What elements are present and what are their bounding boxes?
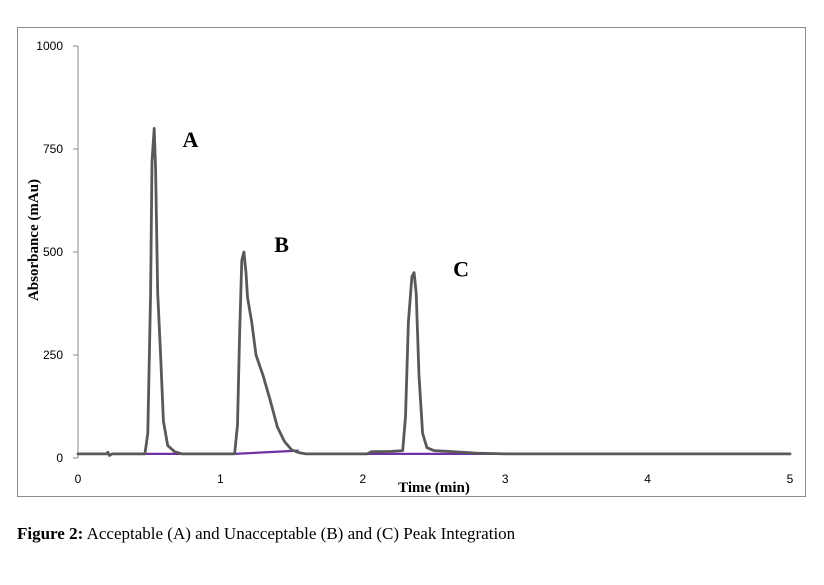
y-tick-label: 500: [43, 245, 63, 259]
caption-label: Figure 2:: [17, 524, 84, 543]
x-tick-label: 1: [217, 472, 224, 486]
peak-label-b: B: [274, 232, 289, 257]
y-tick-label: 750: [43, 142, 63, 156]
peak-label-c: C: [453, 256, 469, 281]
y-tick-label: 0: [56, 451, 63, 465]
x-axis-title: Time (min): [398, 480, 470, 496]
chart-frame: [17, 27, 806, 497]
x-tick-label: 4: [644, 472, 651, 486]
integration-baseline-2: [234, 449, 299, 455]
y-axis-title: Absorbance (mAu): [26, 179, 42, 301]
figure-caption: Figure 2: Acceptable (A) and Unacceptabl…: [17, 524, 515, 544]
chromatogram-series-line: [76, 127, 792, 457]
x-tick-label: 0: [75, 472, 82, 486]
x-tick-label: 2: [359, 472, 366, 486]
x-tick-label: 3: [502, 472, 509, 486]
peak-label-a: A: [183, 127, 199, 152]
y-tick-label: 1000: [36, 39, 63, 53]
x-tick-label: 5: [787, 472, 794, 486]
chromatogram-chart: 0 250 500 750 1000 0 1 2 3 4 5 Time (min) Absorbance…: [26, 39, 794, 496]
y-tick-label: 250: [43, 348, 63, 362]
caption-text: Acceptable (A) and Unacceptable (B) and …: [83, 524, 516, 543]
